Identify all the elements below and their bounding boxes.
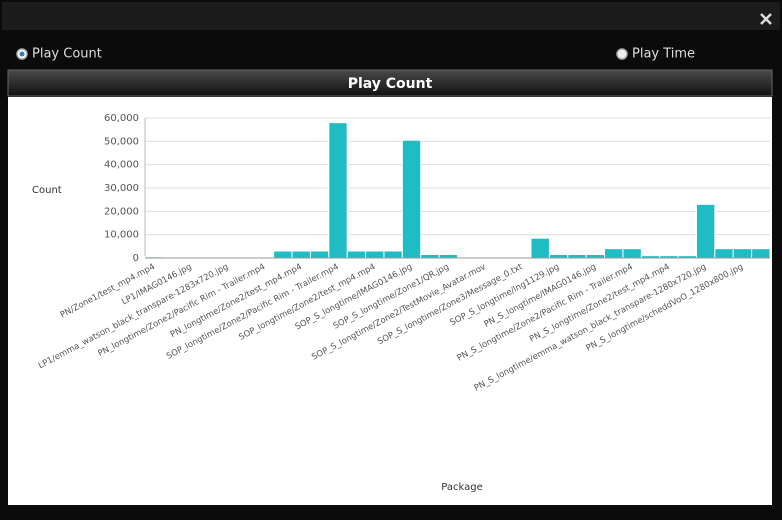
bar (383, 250, 403, 259)
bar (365, 250, 385, 259)
radio-dot (19, 51, 25, 57)
y-axis-label: Count (32, 185, 62, 196)
bar (548, 254, 569, 259)
bar (714, 248, 734, 259)
y-tick-label: 20,000 (104, 206, 139, 217)
radio-button[interactable] (616, 48, 628, 60)
bar (751, 248, 771, 259)
bar (420, 254, 440, 259)
y-tick-label: 30,000 (104, 183, 139, 194)
chart-title: Play Count (348, 76, 433, 92)
radio-label[interactable]: Play Count (32, 47, 102, 62)
y-tick-label: 50,000 (104, 136, 139, 147)
bar (438, 254, 458, 259)
bar (328, 122, 348, 259)
top-bar (2, 2, 780, 30)
close-button[interactable] (760, 13, 772, 25)
bar (346, 250, 367, 259)
bar (309, 250, 330, 259)
y-tick-label: 10,000 (104, 230, 139, 241)
bar (530, 237, 550, 259)
bar (401, 139, 422, 259)
y-tick-label: 60,000 (104, 113, 139, 124)
bar (585, 254, 606, 259)
bar (291, 250, 311, 259)
x-axis-label: Package (441, 482, 482, 493)
bar (273, 250, 293, 259)
y-tick-label: 40,000 (104, 160, 139, 171)
bar (695, 203, 716, 259)
y-tick-label: 0 (133, 253, 139, 264)
bar (567, 254, 587, 259)
bar (732, 248, 753, 259)
bar (622, 248, 642, 259)
radio-label[interactable]: Play Time (632, 47, 695, 62)
title-bar (7, 69, 773, 97)
bar (604, 248, 624, 259)
